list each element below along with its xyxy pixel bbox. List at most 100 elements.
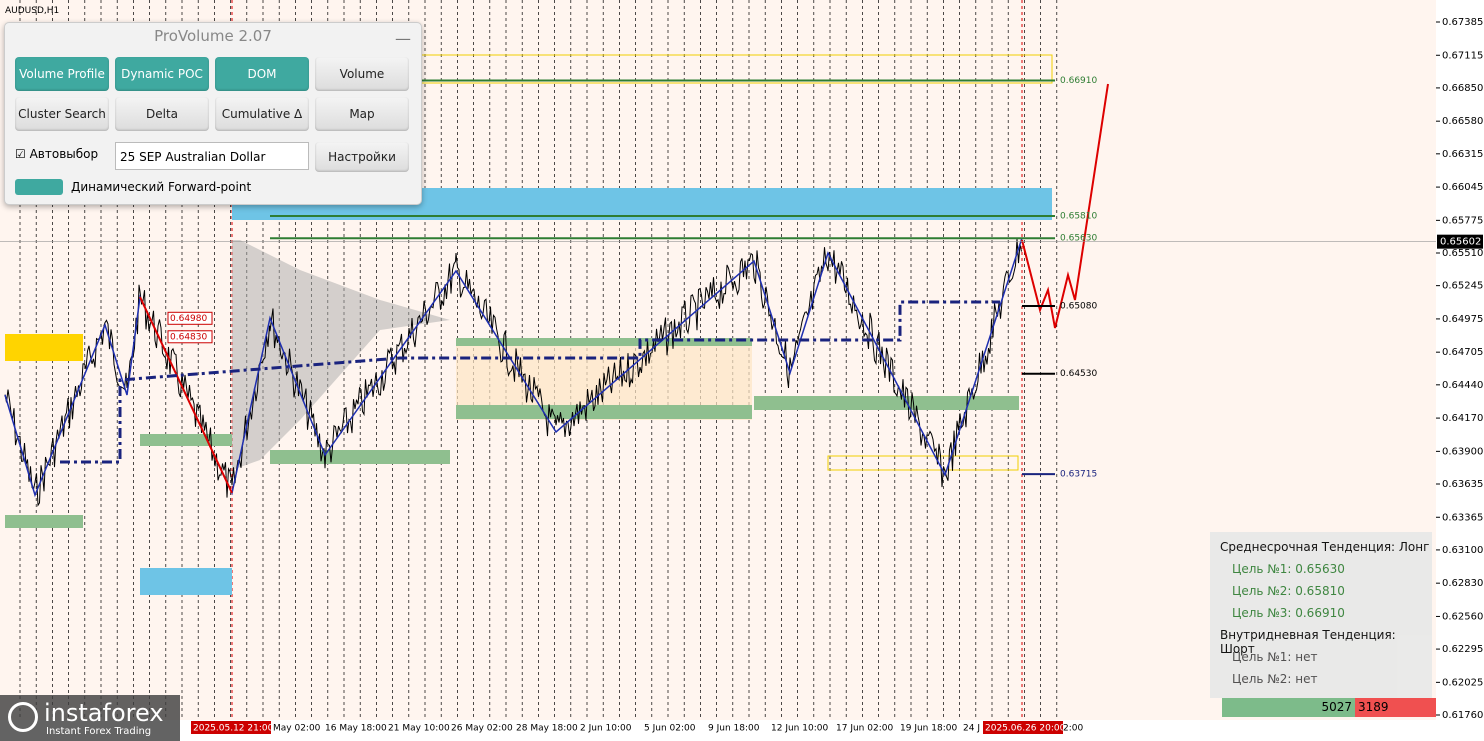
zone (456, 338, 752, 346)
tool-button[interactable]: DOM (215, 57, 309, 91)
checkbox-label: Автовыбор (29, 147, 99, 161)
price-label: 0.62295 (1442, 644, 1483, 655)
info-line: Цель №2: нет (1232, 672, 1318, 686)
time-label: 21 May 10:00 (388, 724, 450, 734)
time-highlight (191, 721, 271, 734)
red-level-box (167, 330, 213, 344)
info-box: Среднесрочная Тенденция: Лонг Цель №1: 0.… (1210, 532, 1432, 698)
price-label: 0.64440 (1442, 380, 1483, 391)
current-price-box (1437, 234, 1483, 249)
info-line: Цель №1: 0.65630 (1232, 562, 1345, 576)
time-label: 2025.05.12 21:00 (193, 724, 274, 734)
volume-profile (232, 240, 450, 470)
logo-icon (8, 702, 38, 732)
price-label: 0.66315 (1442, 149, 1483, 160)
price-label: 0.65510 (1442, 248, 1483, 259)
price-label: 0.62830 (1442, 578, 1483, 589)
price-label: 0.63900 (1442, 446, 1483, 457)
price-label: 0.67385 (1442, 17, 1483, 28)
time-label: 19 Jun 18:00 (900, 724, 957, 734)
zigzag (4, 237, 1023, 498)
tool-button[interactable]: Dynamic POC (115, 57, 209, 91)
zigzag-down (139, 296, 233, 494)
time-label: May 02:00 (273, 724, 321, 734)
price-label: 0.66045 (1442, 182, 1483, 193)
zone (5, 334, 83, 361)
tool-button[interactable]: Volume Profile (15, 57, 109, 91)
forward-label: Динамический Forward-point (71, 180, 252, 194)
settings-button[interactable]: Настройки (315, 142, 409, 172)
time-label: 2025.06.26 20:00 (985, 724, 1066, 734)
level-label: 0.64530 (1060, 369, 1097, 379)
panel-title: ProVolume 2.07 (154, 27, 272, 45)
price-label: 0.65245 (1442, 281, 1483, 292)
price-label: 0.62560 (1442, 611, 1483, 622)
tool-button[interactable]: Delta (115, 97, 209, 131)
tool-button[interactable]: Cluster Search (15, 97, 109, 131)
price-label: 0.62025 (1442, 677, 1483, 688)
price-label: 0.63635 (1442, 479, 1483, 490)
time-label: 5 Jun 02:00 (644, 724, 696, 734)
provolume-panel: ProVolume 2.07 — Volume Profile Dynamic P… (4, 22, 422, 205)
zone (827, 455, 1019, 471)
level-label: 0.65630 (1060, 234, 1097, 244)
level-label: 0.63715 (1060, 470, 1097, 480)
info-line: Цель №1: нет (1232, 650, 1318, 664)
time-label: 17 Jun 02:00 (836, 724, 893, 734)
zone (754, 396, 1019, 410)
forecast (1021, 83, 1109, 329)
price-label: 0.63100 (1442, 545, 1483, 556)
time-highlight (983, 721, 1063, 734)
logo-name: instaforex (44, 699, 164, 727)
info-line: Среднесрочная Тенденция: Лонг (1220, 540, 1430, 554)
minimize[interactable]: — (395, 29, 411, 48)
price-line (4, 238, 1022, 507)
zone (5, 515, 83, 528)
time-label: 9 Jun 18:00 (708, 724, 760, 734)
price-axis (1436, 0, 1484, 741)
select-value: 25 SEP Australian Dollar (120, 150, 266, 164)
zone (140, 434, 232, 446)
price-label: 0.66580 (1442, 116, 1483, 127)
red-level-label: 0.64830 (170, 332, 207, 342)
price-label: 0.63365 (1442, 512, 1483, 523)
price-label: 0.64170 (1442, 413, 1483, 424)
zone (456, 405, 752, 419)
info-line: Цель №3: 0.66910 (1232, 606, 1345, 620)
time-label: 24 J (963, 724, 980, 734)
logo-slogan: Instant Forex Trading (46, 726, 152, 737)
tool-button[interactable]: Volume (315, 57, 409, 91)
logo: instaforex Instant Forex Trading (0, 695, 180, 741)
zone (270, 450, 450, 464)
instrument-select[interactable]: 25 SEP Australian Dollar (115, 142, 309, 170)
level-label: 0.65810 (1060, 212, 1097, 222)
toggle[interactable] (15, 179, 63, 195)
time-label: 16 May 18:00 (325, 724, 387, 734)
sell-volume: 3189 (1355, 698, 1436, 717)
time-label: 2:00 (1063, 724, 1083, 734)
symbol: AUDUSD,H1 (5, 6, 60, 16)
autoselect[interactable]: ☑ Автовыбор (15, 147, 99, 161)
current-price: 0.65602 (1440, 237, 1481, 248)
level-label: 0.65080 (1060, 301, 1097, 311)
time-label: 12 Jun 10:00 (771, 724, 828, 734)
buy-volume: 5027 (1222, 698, 1355, 717)
tool-button[interactable]: Cumulative Δ (215, 97, 309, 131)
red-level-label: 0.64980 (170, 314, 207, 324)
zone (140, 568, 232, 595)
info-line: Внутридневная Тенденция: Шорт (1220, 628, 1396, 656)
level-label: 0.66910 (1060, 76, 1097, 86)
dynamic-poc (60, 300, 1000, 464)
time-axis (0, 720, 1436, 741)
tool-button[interactable]: Map (315, 97, 409, 131)
price-label: 0.65775 (1442, 215, 1483, 226)
red-level-box (167, 311, 213, 325)
info-line: Цель №2: 0.65810 (1232, 584, 1345, 598)
time-label: 26 May 02:00 (451, 724, 513, 734)
time-label: 28 May 18:00 (516, 724, 578, 734)
time-label: 2 Jun 10:00 (580, 724, 632, 734)
price-label: 0.66850 (1442, 83, 1483, 94)
price-label: 0.64975 (1442, 314, 1483, 325)
